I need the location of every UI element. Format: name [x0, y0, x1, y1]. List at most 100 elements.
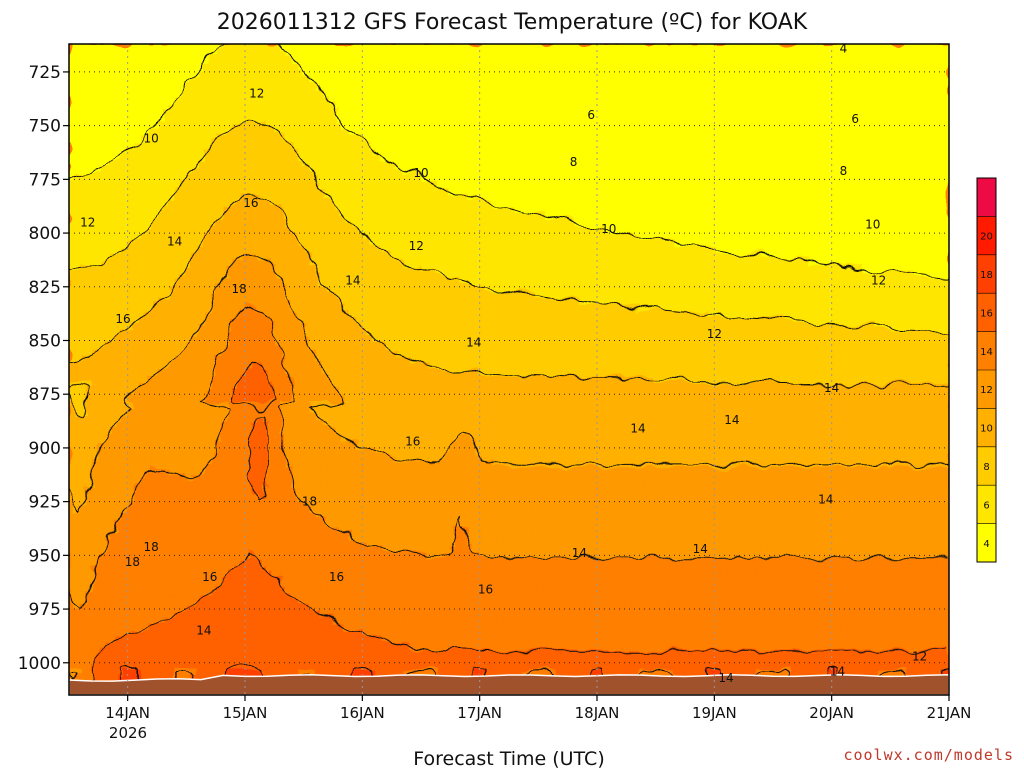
- temperature-cell: [333, 369, 340, 377]
- temperature-cell: [69, 310, 76, 319]
- temperature-cell: [245, 623, 252, 631]
- temperature-cell: [262, 83, 270, 91]
- temperature-cell: [98, 141, 105, 149]
- temperature-cell: [139, 362, 146, 371]
- temperature-cell: [80, 519, 88, 527]
- temperature-cell: [162, 356, 170, 364]
- temperature-cell: [174, 668, 182, 677]
- temperature-cell: [309, 330, 316, 338]
- temperature-cell: [274, 219, 281, 227]
- temperature-cell: [227, 369, 234, 377]
- temperature-cell: [92, 128, 99, 136]
- temperature-cell: [309, 499, 316, 507]
- temperature-cell: [133, 70, 140, 78]
- temperature-cell: [186, 597, 193, 605]
- temperature-cell: [286, 70, 293, 78]
- temperature-cell: [286, 128, 293, 136]
- temperature-cell: [145, 76, 152, 84]
- temperature-cell: [215, 558, 223, 566]
- temperature-cell: [162, 297, 170, 305]
- temperature-cell: [98, 44, 105, 52]
- temperature-cell: [268, 662, 275, 670]
- temperature-cell: [333, 213, 340, 221]
- temperature-cell: [291, 616, 299, 624]
- temperature-cell: [297, 564, 305, 572]
- temperature-cell: [321, 317, 328, 325]
- temperature-cell: [203, 102, 211, 110]
- temperature-cell: [151, 57, 158, 65]
- temperature-cell: [145, 532, 152, 540]
- temperature-cell: [104, 70, 111, 78]
- temperature-cell: [157, 219, 164, 227]
- temperature-cell: [180, 590, 187, 598]
- temperature-cell: [133, 434, 140, 442]
- temperature-cell: [309, 421, 316, 429]
- temperature-cell: [262, 454, 270, 462]
- temperature-cell: [239, 558, 246, 566]
- temperature-cell: [280, 232, 287, 240]
- temperature-cell: [250, 369, 258, 377]
- temperature-cell: [303, 102, 311, 110]
- temperature-cell: [327, 278, 334, 286]
- temperature-cell: [127, 291, 135, 299]
- temperature-cell: [291, 454, 299, 462]
- temperature-cell: [239, 115, 246, 123]
- temperature-cell: [338, 538, 346, 546]
- temperature-cell: [327, 213, 334, 221]
- temperature-cell: [215, 232, 223, 240]
- temperature-cell: [250, 193, 258, 201]
- temperature-cell: [203, 506, 211, 514]
- temperature-cell: [74, 135, 82, 143]
- temperature-cell: [121, 50, 129, 58]
- temperature-cell: [327, 415, 334, 423]
- temperature-cell: [233, 356, 240, 364]
- temperature-cell: [186, 623, 193, 631]
- temperature-cell: [74, 499, 82, 507]
- temperature-cell: [151, 44, 158, 52]
- temperature-cell: [145, 219, 152, 227]
- temperature-cell: [168, 629, 176, 638]
- temperature-cell: [127, 343, 135, 351]
- temperature-cell: [98, 128, 105, 136]
- temperature-cell: [239, 128, 246, 136]
- temperature-cell: [215, 584, 223, 592]
- temperature-cell: [245, 310, 252, 319]
- temperature-cell: [157, 63, 164, 71]
- temperature-cell: [133, 447, 140, 455]
- temperature-cell: [198, 616, 205, 624]
- temperature-cell: [98, 629, 105, 638]
- temperature-cell: [344, 519, 352, 527]
- temperature-cell: [145, 122, 152, 130]
- temperature-cell: [221, 265, 228, 273]
- temperature-cell: [92, 271, 99, 279]
- temperature-cell: [274, 506, 281, 514]
- temperature-cell: [80, 44, 88, 52]
- temperature-cell: [256, 206, 264, 214]
- temperature-cell: [127, 310, 135, 319]
- temperature-cell: [92, 506, 99, 514]
- temperature-cell: [168, 206, 176, 214]
- temperature-cell: [180, 206, 187, 214]
- temperature-cell: [104, 389, 111, 397]
- temperature-cell: [333, 642, 340, 651]
- temperature-cell: [245, 330, 252, 338]
- temperature-cell: [338, 551, 346, 559]
- temperature-cell: [192, 603, 199, 611]
- temperature-cell: [192, 76, 199, 84]
- temperature-cell: [151, 323, 158, 332]
- temperature-cell: [233, 636, 240, 644]
- temperature-cell: [174, 154, 182, 162]
- temperature-cell: [297, 668, 305, 677]
- temperature-cell: [297, 616, 305, 624]
- temperature-cell: [186, 421, 193, 429]
- temperature-cell: [309, 148, 316, 156]
- temperature-cell: [80, 434, 88, 442]
- temperature-cell: [250, 532, 258, 540]
- temperature-cell: [245, 369, 252, 377]
- temperature-cell: [74, 421, 82, 429]
- temperature-cell: [245, 655, 252, 664]
- temperature-cell: [198, 349, 205, 358]
- temperature-cell: [203, 558, 211, 566]
- temperature-cell: [69, 70, 76, 78]
- temperature-cell: [350, 96, 358, 104]
